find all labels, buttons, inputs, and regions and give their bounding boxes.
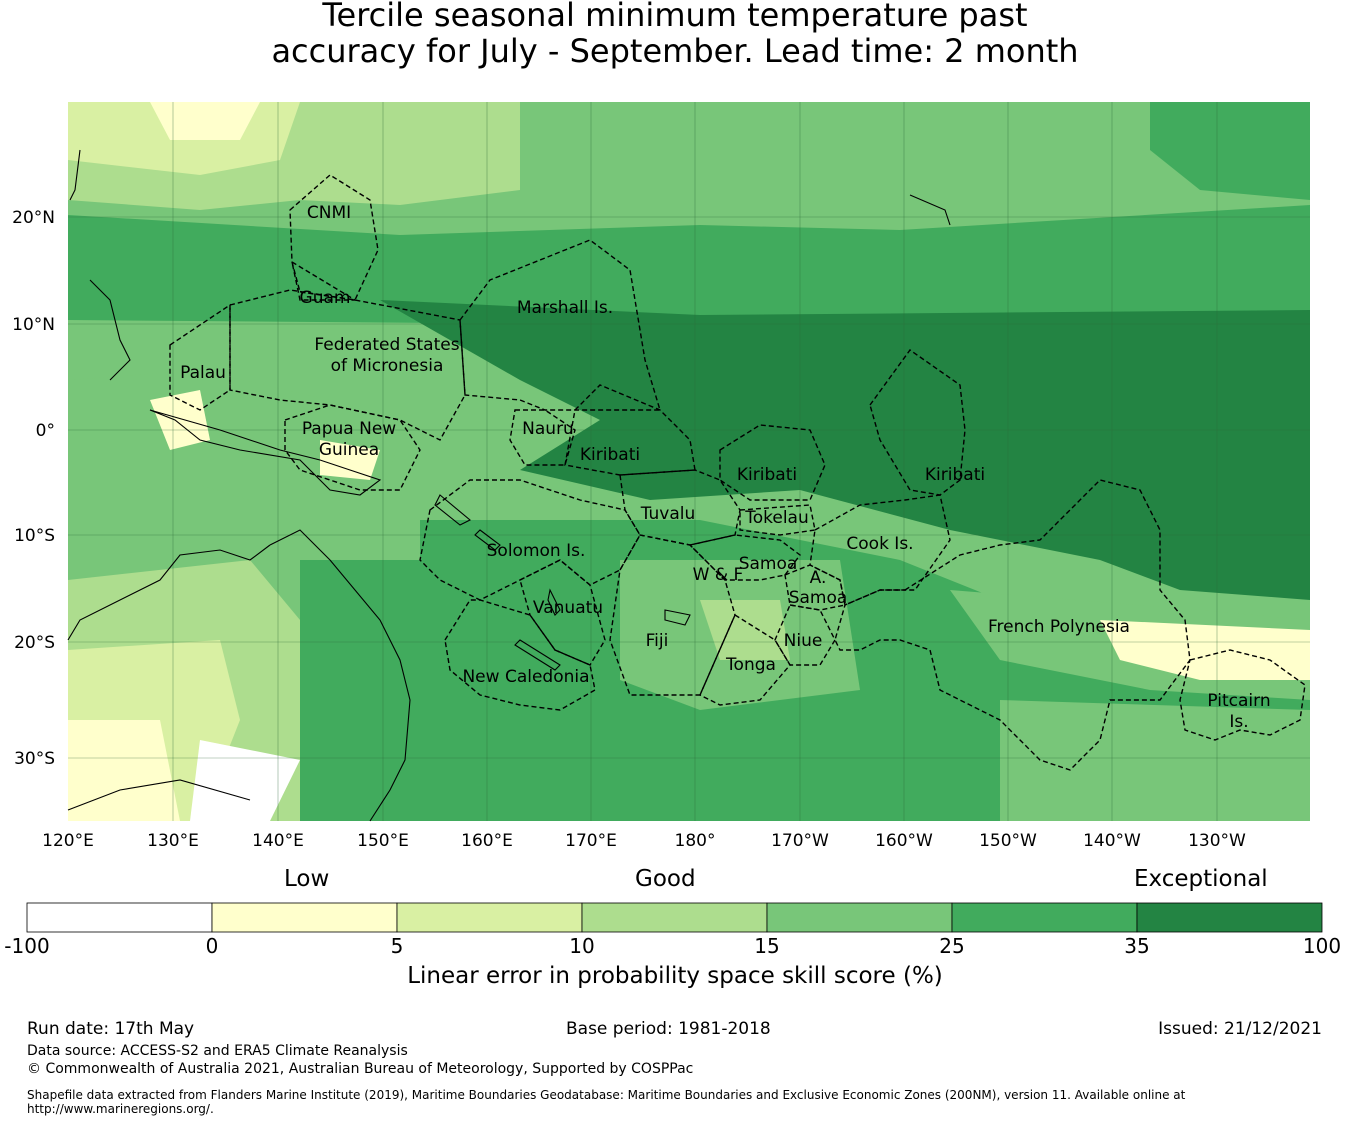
lat-label: 30°S — [14, 749, 55, 769]
region-label: W & F — [693, 565, 744, 585]
region-label: Kiribati — [737, 465, 797, 485]
region-label: Vanuatu — [533, 598, 603, 618]
colorbar-category-good: Good — [635, 866, 696, 892]
colorbar-label: Linear error in probability space skill … — [407, 963, 943, 989]
colorbar-tick: 25 — [939, 934, 965, 958]
graticule — [68, 102, 1310, 821]
region-label: Kiribati — [925, 465, 985, 485]
new-caledonia-boundary — [444, 599, 596, 711]
region-label: of Micronesia — [331, 356, 444, 376]
lon-label: 150°E — [357, 831, 409, 851]
nauru-boundary — [509, 409, 576, 466]
lon-label: 120°E — [42, 831, 94, 851]
kiribati-central-boundary — [719, 424, 826, 501]
region-label: Papua New — [302, 419, 396, 439]
colorbar-category-exceptional: Exceptional — [1134, 866, 1268, 892]
pitcairn-boundary — [1179, 649, 1306, 741]
colorbar-segment — [211, 902, 398, 933]
region-label: Samoa — [789, 588, 848, 608]
skill-map: 20°N 10°N 0° 10°S 20°S 30°S 120°E 130°E … — [12, 102, 1310, 851]
colorbar-tick: 100 — [1302, 934, 1342, 958]
colorbar-tick: 10 — [569, 934, 595, 958]
issued-date: Issued: 21/12/2021 — [1158, 1019, 1322, 1039]
region-label: New Caledonia — [462, 667, 589, 687]
colorbar-tick: -100 — [4, 934, 50, 958]
shapefile-credit-line1: Shapefile data extracted from Flanders M… — [27, 1088, 1186, 1102]
lon-label: 140°E — [252, 831, 304, 851]
region-label: Fiji — [646, 631, 669, 651]
region-label: Tonga — [725, 655, 776, 675]
palau-boundary — [169, 303, 231, 411]
region-label: Niue — [784, 631, 823, 651]
lat-label: 10°N — [12, 315, 55, 335]
tokelau-boundary — [739, 504, 816, 536]
french-polynesia-boundary — [834, 479, 1191, 771]
lon-label: 180° — [675, 831, 716, 851]
run-date: Run date: 17th May — [27, 1019, 195, 1039]
colorbar-category-low: Low — [284, 866, 330, 892]
lon-label: 170°E — [565, 831, 617, 851]
eez-boundaries — [169, 174, 1306, 771]
lon-label: 130°E — [147, 831, 199, 851]
niue-boundary — [774, 604, 836, 666]
region-label: Nauru — [522, 419, 574, 439]
colorbar-segment — [1136, 902, 1323, 933]
guam-boundary — [290, 260, 358, 301]
region-label: Guam — [300, 288, 351, 308]
lon-label: 130°W — [1188, 831, 1246, 851]
shapefile-credit-line2: http://www.marineregions.org/. — [27, 1102, 214, 1116]
colorbar-segment — [396, 902, 583, 933]
region-label: Tuvalu — [640, 504, 696, 524]
lat-label: 20°N — [12, 208, 55, 228]
region-label: A. — [810, 568, 827, 588]
colorbar-tick: 15 — [754, 934, 780, 958]
colorbar — [26, 902, 1323, 933]
cnmi-boundary — [289, 174, 379, 301]
region-label: Is. — [1229, 712, 1248, 732]
cook-islands-boundary — [809, 494, 951, 606]
region-label: Guinea — [319, 440, 379, 460]
lat-label: 0° — [36, 421, 55, 441]
shapefile-credit: Shapefile data extracted from Flanders M… — [27, 1088, 1227, 1116]
lat-label: 20°S — [14, 633, 55, 653]
region-label: Kiribati — [580, 445, 640, 465]
colorbar-segment — [581, 902, 768, 933]
region-label: Pitcairn — [1207, 691, 1270, 711]
region-label: Solomon Is. — [487, 541, 586, 561]
kiribati-east-boundary — [869, 349, 966, 496]
colorbar-tick: 35 — [1124, 934, 1150, 958]
colorbar-tick: 5 — [390, 934, 404, 958]
colorbar-segment — [26, 902, 213, 933]
region-label: French Polynesia — [988, 617, 1130, 637]
region-label: Tokelau — [744, 508, 809, 528]
data-source: Data source: ACCESS-S2 and ERA5 Climate … — [27, 1043, 408, 1059]
map-title-line1: Tercile seasonal minimum temperature pas… — [322, 0, 1028, 34]
wf-samoa-boundary — [688, 534, 801, 581]
colorbar-segment — [766, 902, 953, 933]
lon-label: 160°E — [461, 831, 513, 851]
region-label: Marshall Is. — [517, 298, 613, 318]
low-skill-south-east-zone — [1100, 620, 1310, 680]
colorbar-segment — [951, 902, 1138, 933]
fsm-boundary — [229, 289, 466, 441]
lon-label: 140°W — [1083, 831, 1141, 851]
exceptional-skill-band — [380, 300, 1310, 600]
map-title-line2: accuracy for July - September. Lead time… — [271, 32, 1079, 70]
region-label: Palau — [180, 363, 226, 383]
lon-label: 150°W — [979, 831, 1037, 851]
lon-label: 160°W — [875, 831, 933, 851]
lon-label: 170°W — [771, 831, 829, 851]
coastlines — [67, 149, 951, 822]
colorbar-tick: 0 — [205, 934, 219, 958]
base-period: Base period: 1981-2018 — [566, 1019, 771, 1039]
good-skill-band — [68, 205, 1310, 330]
region-label: Cook Is. — [846, 534, 913, 554]
region-label: CNMI — [307, 203, 351, 223]
lat-label: 10°S — [14, 526, 55, 546]
region-label: Samoa — [739, 554, 798, 574]
copyright: © Commonwealth of Australia 2021, Austra… — [27, 1061, 694, 1077]
region-label: Federated States — [314, 335, 459, 355]
tonga-boundary — [699, 613, 791, 706]
